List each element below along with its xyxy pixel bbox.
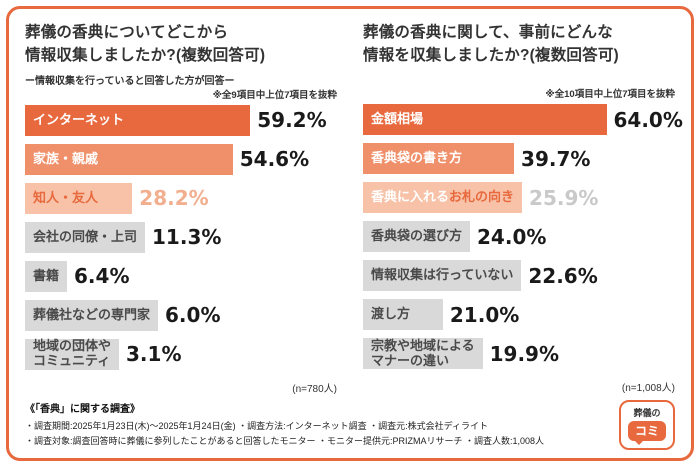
bar-row: 香典に入れる お札の向き 25.9%: [363, 182, 675, 213]
bar-label: 会社の同僚・上司: [33, 228, 138, 244]
bar: 香典袋の選び方: [363, 221, 471, 252]
bar-value-label: 3.1%: [126, 342, 182, 366]
bar-value-label: 28.2%: [139, 186, 209, 210]
bar-row: 会社の同僚・上司 11.3%: [25, 221, 337, 253]
survey-infographic-card: 葬儀の香典についてどこから 情報収集しましたか?(複数回答可) ー情報収集を行っ…: [6, 6, 694, 461]
bar-label: 家族・親戚: [33, 150, 99, 166]
bar: 渡し方: [363, 299, 443, 330]
bar-row: 金額相場 64.0%: [363, 104, 683, 135]
bar-label: 書籍: [33, 267, 60, 283]
bar-label: 香典に入れる: [371, 189, 450, 205]
bar-value-label: 59.2%: [257, 108, 327, 132]
bar-value-label: 19.9%: [489, 341, 560, 366]
bar-row: 香典袋の書き方 39.7%: [363, 143, 675, 174]
chart-left-bar-list: インターネット 59.2% 家族・親戚 54.6% 知人・友人 28.2% 会社の同僚・上司…: [25, 104, 337, 378]
bar-row: 地域の団体や コミュニティ 3.1%: [25, 338, 337, 370]
bar-row: 香典袋の選び方 24.0%: [363, 221, 675, 252]
survey-meta: 《「香典」に関する調査》 ・調査期間:2025年1月23日(木)〜2025年1月…: [25, 401, 607, 450]
bar-label: 香典袋の選び方: [371, 228, 463, 244]
bar-value-label: 54.6%: [239, 147, 310, 171]
bar-value-label: 11.3%: [152, 225, 222, 249]
bar-label: 地域の団体や コミュニティ: [33, 338, 112, 368]
bar-label: 金額相場: [371, 111, 424, 127]
bar: インターネット: [25, 104, 251, 136]
survey-footer: 《「香典」に関する調査》 ・調査期間:2025年1月23日(木)〜2025年1月…: [25, 400, 675, 450]
bar-value-label: 39.7%: [521, 146, 591, 171]
bar: 会社の同僚・上司: [25, 221, 146, 253]
bar-row: 家族・親戚 54.6%: [25, 143, 337, 175]
bar-label: 宗教や地域による マナーの違い: [371, 337, 475, 368]
chart-left-header: 葬儀の香典についてどこから 情報収集しましたか?(複数回答可) ー情報収集を行っ…: [25, 21, 337, 105]
brand-logo-text-top: 葬儀の: [633, 408, 661, 418]
bar-label: 渡し方: [371, 306, 411, 322]
chart-left-sample-size: (n=780人): [292, 383, 337, 395]
bar-row: 情報収集は行っていない 22.6%: [363, 260, 675, 291]
chart-left-title: 葬儀の香典についてどこから 情報収集しましたか?(複数回答可): [25, 24, 266, 65]
chart-right-note: ※全10項目中上位7項目を抜粋: [545, 89, 675, 100]
bar: 情報収集は行っていない: [363, 260, 522, 291]
bar-value-label: 64.0%: [613, 107, 683, 132]
bar-value-label: 21.0%: [449, 302, 520, 327]
bar-row: 葬儀社などの専門家 6.0%: [25, 299, 337, 331]
brand-logo-speech-bubble: コミ: [627, 421, 666, 445]
survey-meta-heading: 《「香典」に関する調査》: [25, 404, 140, 415]
bar: 書籍: [25, 260, 68, 292]
bar-row: 宗教や地域による マナーの違い 19.9%: [363, 338, 675, 369]
bar: 香典袋の書き方: [363, 143, 515, 174]
bar-label-accent: お札の向き: [449, 189, 515, 205]
bar-row: インターネット 59.2%: [25, 104, 337, 136]
bar-row: 書籍 6.4%: [25, 260, 337, 292]
bar-row: 渡し方 21.0%: [363, 299, 675, 330]
chart-right: 葬儀の香典に関して、事前にどんな 情報を収集しましたか?(複数回答可) ※全10…: [363, 21, 683, 394]
bar-label: 葬儀社などの専門家: [33, 306, 151, 322]
bar-label: 香典袋の書き方: [371, 150, 463, 166]
bar: 金額相場: [363, 104, 607, 135]
bar-value-label: 25.9%: [529, 185, 599, 210]
chart-right-header: 葬儀の香典に関して、事前にどんな 情報を収集しましたか?(複数回答可) ※全10…: [363, 21, 675, 104]
brand-logo-text-bottom: コミ: [634, 424, 659, 438]
bar-value-label: 24.0%: [477, 224, 547, 249]
bar: 宗教や地域による マナーの違い: [363, 338, 483, 369]
bar-value-label: 22.6%: [528, 263, 598, 288]
bar: 葬儀社などの専門家: [25, 299, 159, 331]
bar-value-label: 6.4%: [74, 264, 130, 288]
survey-meta-line-1: ・調査期間:2025年1月23日(木)〜2025年1月24日(金) ・調査方法:…: [25, 420, 488, 431]
bar-label: 知人・友人: [33, 189, 99, 205]
bar-row: 知人・友人 28.2%: [25, 182, 337, 214]
chart-right-sample-size: (n=1,008人): [621, 383, 675, 394]
bar: 家族・親戚: [25, 143, 233, 175]
chart-right-title: 葬儀の香典に関して、事前にどんな 情報を収集しましたか?(複数回答可): [363, 24, 619, 65]
bar-value-label: 6.0%: [165, 303, 221, 327]
bar-label: インターネット: [33, 111, 125, 127]
bar: 地域の団体や コミュニティ: [25, 338, 120, 370]
chart-left-subtitle: ー情報収集を行っていると回答した方が回答ー: [25, 75, 235, 87]
bar-label: 情報収集は行っていない: [371, 267, 514, 283]
charts-area: 葬儀の香典についてどこから 情報収集しましたか?(複数回答可) ー情報収集を行っ…: [25, 21, 683, 395]
chart-left-note: ※全9項目中上位7項目を抜粋: [212, 89, 337, 101]
chart-right-bar-list: 金額相場 64.0% 香典袋の書き方 39.7% 香典に入れる お札の向き 25.9% 香典袋…: [363, 104, 683, 377]
chart-left: 葬儀の香典についてどこから 情報収集しましたか?(複数回答可) ー情報収集を行っ…: [25, 21, 337, 395]
survey-meta-line-2: ・調査対象:調査回答時に葬儀に参列したことがあると回答したモニター ・モニター提…: [25, 436, 545, 447]
bar: 知人・友人: [25, 182, 133, 214]
bar: 香典に入れる お札の向き: [363, 182, 523, 213]
brand-logo: 葬儀の コミ: [619, 400, 675, 450]
